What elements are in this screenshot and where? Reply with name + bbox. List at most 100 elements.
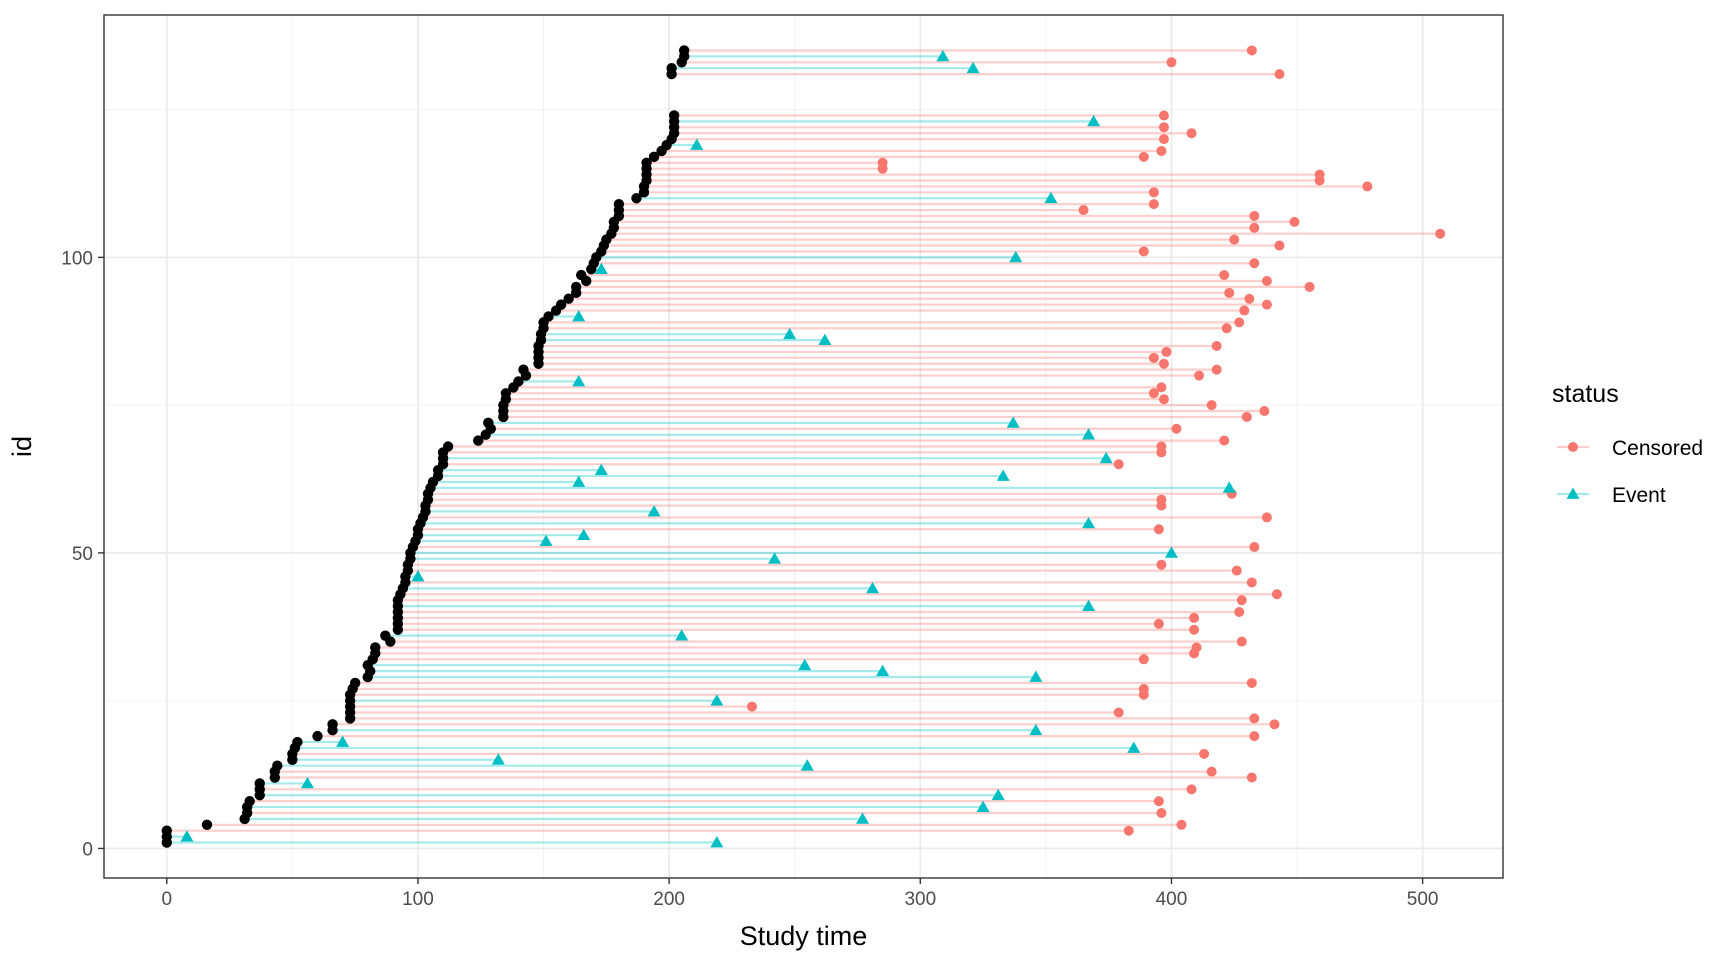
legend-key-triangle	[1566, 487, 1580, 499]
censored-point	[1189, 624, 1200, 635]
event-point	[539, 534, 553, 546]
censored-point	[1236, 595, 1247, 606]
censored-point	[1138, 246, 1149, 257]
event-point	[996, 469, 1010, 481]
start-point	[666, 62, 677, 74]
start-point	[678, 45, 690, 56]
censored-point	[1244, 293, 1255, 304]
event-point	[336, 735, 350, 747]
legend-items: Censored Event	[1557, 437, 1703, 507]
y-axis-title: id	[7, 436, 37, 457]
censored-point	[1206, 766, 1217, 777]
censored-point	[1156, 807, 1167, 818]
start-point	[513, 376, 524, 387]
start-point	[244, 795, 255, 807]
start-point	[563, 293, 574, 304]
event-point	[1009, 250, 1023, 263]
censored-point	[1138, 654, 1149, 665]
event-point	[572, 475, 586, 487]
censored-point	[1148, 199, 1159, 210]
censored-point	[1148, 352, 1159, 363]
censored-point	[1158, 122, 1169, 133]
start-point	[327, 719, 338, 730]
event-point	[1029, 723, 1043, 736]
censored-point	[1249, 222, 1260, 233]
x-tick-label: 400	[1156, 889, 1188, 910]
censored-point	[1249, 210, 1260, 221]
censored-point	[1362, 181, 1373, 192]
x-tick-label: 100	[402, 889, 434, 910]
event-point	[783, 327, 797, 340]
censored-point	[1239, 305, 1250, 316]
start-point	[631, 193, 642, 204]
legend-label: Event	[1612, 484, 1666, 507]
censored-point	[1153, 524, 1164, 535]
start-point	[555, 299, 567, 310]
event-point	[300, 776, 314, 789]
start-point	[292, 736, 303, 748]
legend-key-circle	[1568, 442, 1578, 452]
event-point	[1164, 546, 1178, 558]
censored-point	[1166, 57, 1177, 68]
start-point	[272, 760, 283, 771]
x-axis-title: Study time	[740, 921, 868, 951]
grid	[104, 15, 1503, 878]
start-point	[254, 778, 265, 789]
legend-title: status	[1552, 380, 1619, 408]
censored-point	[1259, 406, 1270, 417]
y-tick-label: 50	[72, 544, 93, 565]
event-point	[710, 836, 724, 848]
censored-point	[1189, 612, 1200, 623]
censored-point	[1138, 683, 1149, 694]
legend-label: Censored	[1612, 437, 1703, 460]
censored-point	[1206, 400, 1217, 411]
start-point	[473, 435, 484, 446]
censored-point	[1231, 565, 1242, 576]
censored-point	[1289, 216, 1300, 227]
event-point	[1082, 599, 1096, 611]
x-tick-label: 300	[904, 889, 936, 910]
y-axis-ticks: 0 50 100	[61, 248, 104, 860]
censored-point	[1078, 205, 1089, 216]
censored-point	[1249, 731, 1260, 742]
censored-point	[1158, 394, 1169, 405]
start-point	[370, 642, 381, 653]
censored-point	[1156, 559, 1167, 570]
event-point	[1082, 516, 1096, 529]
start-point	[483, 417, 494, 429]
event-point	[876, 664, 890, 676]
censored-point	[1246, 45, 1257, 56]
event-point	[1006, 416, 1020, 428]
y-tick-label: 100	[61, 248, 93, 269]
legend: status Censored Event	[1552, 380, 1703, 507]
censored-point	[1113, 707, 1124, 718]
event-point	[768, 552, 782, 564]
subject-segments	[166, 49, 1441, 844]
event-point	[1127, 741, 1141, 753]
censored-point	[1148, 187, 1159, 198]
censored-point	[1156, 382, 1167, 393]
censored-point	[1241, 411, 1252, 422]
censored-point	[1211, 341, 1222, 352]
start-point	[648, 151, 660, 163]
censored-point	[1435, 228, 1446, 239]
censored-point	[1274, 240, 1285, 251]
x-tick-label: 200	[653, 889, 685, 910]
censored-point	[1153, 618, 1164, 629]
censored-point	[1234, 317, 1245, 328]
start-point	[543, 311, 554, 322]
censored-point	[1171, 423, 1182, 434]
censored-point	[1271, 589, 1282, 600]
censored-point	[1158, 358, 1169, 369]
censored-point	[1246, 772, 1257, 783]
event-point	[594, 262, 608, 275]
event-point	[800, 759, 814, 771]
panel-border	[103, 14, 1504, 879]
event-point	[866, 581, 880, 594]
censored-point	[747, 701, 758, 712]
start-point	[380, 630, 391, 641]
start-points	[161, 45, 690, 848]
event-point	[710, 694, 724, 706]
start-point	[518, 364, 529, 375]
